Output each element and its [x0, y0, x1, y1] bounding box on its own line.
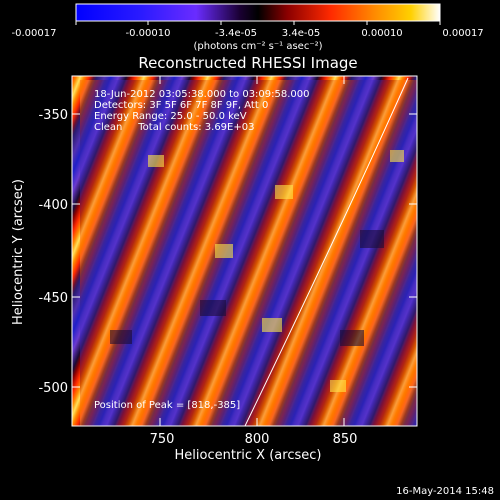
solar-limb-line: [244, 77, 409, 426]
y-tick-label: -400: [38, 198, 68, 213]
colorbar-tick-label: 3.4e-05: [282, 28, 320, 39]
x-tick-label: 800: [245, 432, 270, 447]
plot-title: Reconstructed RHESSI Image: [138, 54, 357, 72]
colorbar-tick-label: 0.00010: [361, 28, 402, 39]
annotation-energy-range: Energy Range: 25.0 - 50.0 keV: [94, 111, 247, 122]
y-tick-label: -500: [38, 381, 68, 396]
colorbar-unit-label: (photons cm⁻² s⁻¹ asec⁻²): [193, 41, 322, 52]
x-axis-label: Heliocentric X (arcsec): [175, 448, 322, 463]
y-axis-label: Heliocentric Y (arcsec): [11, 179, 26, 325]
annotation-detectors: Detectors: 3F 5F 6F 7F 8F 9F, Att 0: [94, 100, 268, 111]
x-tick-label: 750: [150, 432, 175, 447]
colorbar: [75, 3, 441, 22]
annotation-clean-counts: Clean Total counts: 3.69E+03: [94, 122, 254, 133]
solar-image: [72, 76, 417, 426]
annotation-time-range: 18-Jun-2012 03:05:38.000 to 03:09:58.000: [94, 89, 310, 100]
annotation-peak-position: Position of Peak = [818,-385]: [94, 400, 240, 411]
y-tick-label: -450: [38, 291, 68, 306]
colorbar-tick-label: -0.00010: [126, 28, 171, 39]
x-tick-label: 850: [333, 432, 358, 447]
colorbar-tick-label: -0.00017: [12, 28, 57, 39]
footer-date: 16-May-2014 15:48: [396, 486, 494, 497]
y-tick-label: -350: [38, 108, 68, 123]
colorbar-tick-label: -3.4e-05: [215, 28, 257, 39]
plot-frame: [71, 75, 418, 427]
colorbar-tick-label: 0.00017: [442, 28, 483, 39]
